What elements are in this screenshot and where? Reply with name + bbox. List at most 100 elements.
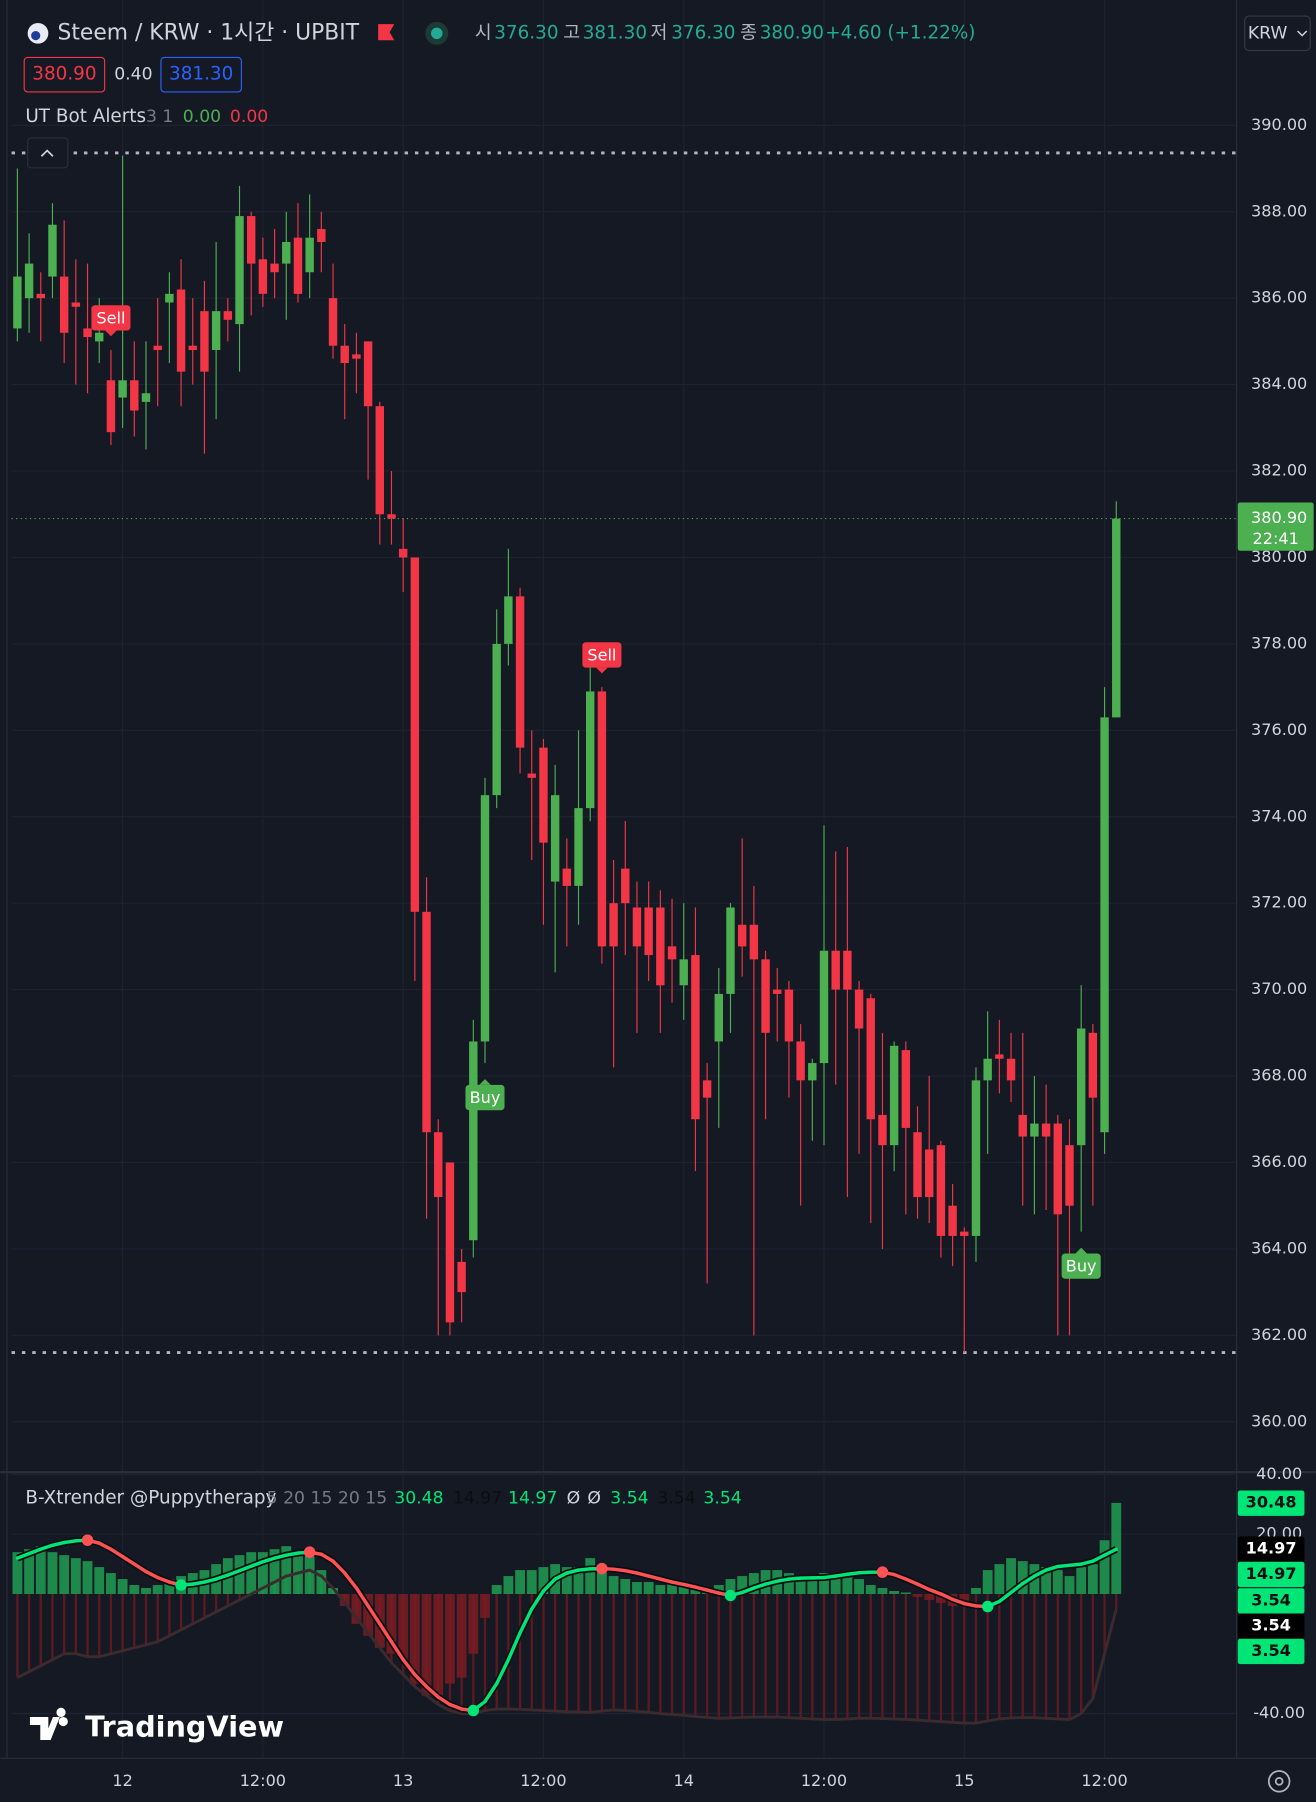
candle-body bbox=[562, 868, 572, 886]
candle-body bbox=[808, 1063, 817, 1081]
signal-label: Sell bbox=[587, 646, 616, 665]
long-bar bbox=[1103, 1593, 1106, 1654]
signal-line-segment bbox=[997, 1590, 1013, 1604]
x-tick-label: 12:00 bbox=[801, 1771, 847, 1790]
signal-line-segment bbox=[1032, 1568, 1048, 1578]
long-bar bbox=[670, 1593, 674, 1715]
histogram-bar bbox=[12, 1552, 23, 1594]
signal-line-segment bbox=[518, 1607, 534, 1635]
y-tick-label: 382.00 bbox=[1251, 461, 1307, 480]
signal-line-segment bbox=[191, 1580, 207, 1586]
oscillator-name[interactable]: B-Xtrender @Puppytherapy bbox=[25, 1488, 276, 1509]
histogram-bar bbox=[386, 1593, 397, 1654]
signal-line-segment bbox=[635, 1571, 651, 1578]
candle-body bbox=[971, 1080, 981, 1236]
signal-line-segment bbox=[740, 1586, 756, 1595]
long-bar bbox=[776, 1593, 779, 1718]
candle-body bbox=[889, 1045, 899, 1146]
long-bar bbox=[518, 1593, 522, 1710]
y-tick-label: 368.00 bbox=[1251, 1066, 1307, 1085]
oscillator-value: Ø bbox=[587, 1489, 601, 1509]
candle-body bbox=[831, 950, 840, 990]
signal-line-segment bbox=[155, 1575, 172, 1584]
symbol-logo-dot bbox=[31, 31, 41, 41]
signal-line-segment bbox=[424, 1684, 440, 1699]
histogram-bar bbox=[409, 1593, 420, 1684]
long-bar bbox=[1115, 1593, 1118, 1609]
long-bar bbox=[998, 1593, 1001, 1719]
histogram-bar bbox=[667, 1582, 677, 1594]
candle-body bbox=[1018, 1114, 1027, 1137]
y-tick-label: 378.00 bbox=[1251, 633, 1307, 652]
candle-body bbox=[995, 1054, 1004, 1059]
signal-line-segment bbox=[857, 1570, 873, 1575]
axis-value-label: 14.97 bbox=[1246, 1564, 1297, 1583]
signal-line-segment bbox=[892, 1572, 908, 1581]
candle-body bbox=[352, 354, 361, 359]
settings-button[interactable] bbox=[1267, 1770, 1291, 1793]
oscillator-params: 5 20 15 20 15 bbox=[267, 1489, 388, 1509]
ohlc-label: 시 bbox=[475, 22, 492, 43]
histogram-bar bbox=[935, 1593, 946, 1603]
currency-button[interactable] bbox=[1244, 15, 1311, 52]
long-bar bbox=[179, 1593, 183, 1630]
flag-icon[interactable] bbox=[378, 24, 395, 41]
long-bar bbox=[892, 1593, 896, 1719]
histogram-bar bbox=[491, 1585, 502, 1594]
histogram-bar bbox=[748, 1573, 759, 1594]
histogram-bar bbox=[246, 1552, 257, 1594]
long-bar bbox=[916, 1593, 919, 1721]
signal-line-segment bbox=[705, 1588, 721, 1595]
ohlc-value: 381.30 bbox=[583, 22, 647, 43]
signal-line-segment bbox=[904, 1577, 920, 1586]
histogram-bar bbox=[281, 1546, 292, 1594]
histogram-bar bbox=[561, 1567, 572, 1594]
signal-line-segment bbox=[775, 1577, 791, 1583]
histogram-bar bbox=[94, 1567, 105, 1594]
bid-box[interactable] bbox=[23, 56, 106, 93]
ask-box[interactable] bbox=[160, 56, 242, 93]
ohlc-value: 376.30 bbox=[494, 22, 558, 43]
candle-body bbox=[1030, 1123, 1039, 1137]
candle-body bbox=[609, 903, 618, 947]
long-bar bbox=[495, 1593, 498, 1710]
candle-body bbox=[258, 259, 268, 294]
long-bar bbox=[939, 1593, 943, 1722]
long-bar bbox=[694, 1593, 697, 1717]
histogram-bar bbox=[1064, 1576, 1075, 1594]
signal-line-segment bbox=[39, 1543, 55, 1551]
last-price-box bbox=[1237, 502, 1314, 551]
x-tick-label: 14 bbox=[673, 1771, 693, 1790]
candle-body bbox=[866, 998, 875, 1120]
signal-line-segment bbox=[939, 1592, 955, 1602]
candle-body bbox=[200, 311, 209, 372]
indicator-name[interactable]: UT Bot Alerts bbox=[25, 106, 146, 127]
candle-body bbox=[960, 1231, 969, 1236]
candle-body bbox=[317, 229, 326, 243]
settings-icon[interactable] bbox=[1267, 1770, 1291, 1793]
long-bar bbox=[109, 1593, 113, 1654]
histogram-bar bbox=[678, 1585, 689, 1594]
histogram-bar bbox=[585, 1558, 596, 1594]
long-bar bbox=[203, 1593, 206, 1618]
long-bar bbox=[483, 1593, 487, 1711]
histogram-bar bbox=[141, 1588, 151, 1594]
symbol-title[interactable]: Steem / KRW · 1시간 · UPBIT bbox=[58, 20, 360, 45]
candle-body bbox=[913, 1132, 922, 1198]
signal-line-segment bbox=[272, 1553, 288, 1560]
collapse-button[interactable] bbox=[27, 137, 69, 169]
signal-line-segment bbox=[682, 1582, 698, 1589]
long-bar bbox=[612, 1593, 615, 1710]
candle-body bbox=[282, 242, 291, 264]
long-bar bbox=[98, 1593, 101, 1657]
long-bar bbox=[834, 1593, 837, 1720]
long-bar bbox=[86, 1593, 89, 1657]
y-tick-label: 374.00 bbox=[1251, 806, 1307, 825]
signal-line-segment bbox=[962, 1601, 978, 1608]
x-tick-label: 12:00 bbox=[1081, 1771, 1127, 1790]
long-bar bbox=[27, 1593, 31, 1672]
histogram-bar bbox=[573, 1567, 584, 1594]
ohlc-value: 380.90 bbox=[760, 22, 824, 43]
candle-body bbox=[761, 959, 770, 1033]
